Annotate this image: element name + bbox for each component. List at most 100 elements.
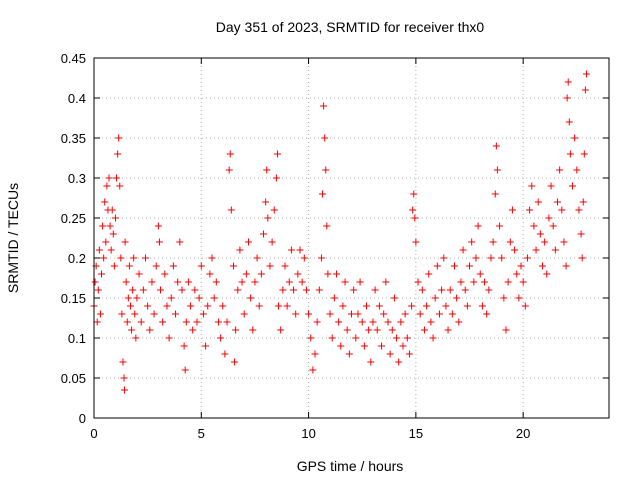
data-point <box>184 278 192 286</box>
data-point <box>236 246 244 254</box>
data-point <box>157 286 165 294</box>
data-point <box>560 238 568 246</box>
chart-title: Day 351 of 2023, SRMTID for receiver thx… <box>216 19 485 35</box>
data-point <box>298 278 306 286</box>
data-point <box>564 78 572 86</box>
data-point <box>108 206 116 214</box>
data-point <box>411 214 419 222</box>
data-point <box>442 302 450 310</box>
data-point <box>380 310 388 318</box>
y-tick-label: 0.1 <box>68 331 86 346</box>
data-point <box>227 206 235 214</box>
data-point <box>461 286 469 294</box>
data-point <box>106 222 114 230</box>
data-point <box>155 238 163 246</box>
data-point <box>99 222 107 230</box>
data-point <box>459 246 467 254</box>
data-point <box>225 166 233 174</box>
data-point <box>133 294 141 302</box>
data-point <box>98 270 106 278</box>
data-point <box>199 310 207 318</box>
y-tick-label: 0.4 <box>68 91 86 106</box>
data-point <box>558 206 566 214</box>
data-point <box>130 254 138 262</box>
data-point <box>378 342 386 350</box>
data-point <box>263 166 271 174</box>
data-point <box>500 294 508 302</box>
y-tick-label: 0.2 <box>68 251 86 266</box>
data-point <box>124 294 132 302</box>
data-point <box>478 302 486 310</box>
data-point <box>109 230 117 238</box>
data-point <box>311 350 319 358</box>
y-tick-label: 0.05 <box>61 371 86 386</box>
data-point <box>255 302 263 310</box>
data-point <box>581 86 589 94</box>
data-point <box>409 206 417 214</box>
data-point <box>195 294 203 302</box>
data-point <box>332 270 340 278</box>
data-point <box>181 366 189 374</box>
data-point <box>174 278 182 286</box>
data-point <box>354 310 362 318</box>
data-point <box>234 286 242 294</box>
data-point <box>448 310 456 318</box>
data-point <box>187 302 195 310</box>
data-point <box>223 318 231 326</box>
x-tick-label: 20 <box>516 426 530 441</box>
data-point <box>144 302 152 310</box>
data-point <box>345 350 353 358</box>
data-point <box>485 286 493 294</box>
data-point <box>197 262 205 270</box>
data-point <box>94 286 102 294</box>
data-point <box>142 254 149 262</box>
data-point <box>573 166 581 174</box>
data-point <box>405 350 413 358</box>
data-point <box>444 326 452 334</box>
data-point <box>457 278 465 286</box>
data-point <box>129 286 137 294</box>
data-point <box>565 118 573 126</box>
data-point <box>523 254 531 262</box>
data-point <box>320 102 328 110</box>
data-point <box>102 238 110 246</box>
x-tick-label: 5 <box>198 426 205 441</box>
data-point <box>260 230 268 238</box>
data-point <box>369 318 377 326</box>
data-point <box>122 278 130 286</box>
data-point <box>132 334 140 342</box>
plot-frame <box>93 57 610 419</box>
data-point <box>315 286 323 294</box>
data-point <box>182 318 190 326</box>
data-point <box>193 318 201 326</box>
data-point <box>474 222 482 230</box>
data-point <box>242 270 250 278</box>
data-point <box>330 294 338 302</box>
data-point <box>395 358 403 366</box>
data-point <box>296 246 304 254</box>
data-point <box>427 318 435 326</box>
data-point <box>429 334 437 342</box>
data-point <box>541 238 549 246</box>
data-point <box>519 278 527 286</box>
data-point <box>390 294 398 302</box>
data-point <box>408 302 416 310</box>
data-point <box>210 294 218 302</box>
data-point <box>528 182 536 190</box>
x-tick-label: 10 <box>301 426 315 441</box>
data-point <box>159 318 167 326</box>
y-tick-label: 0 <box>79 411 86 426</box>
data-point <box>178 286 186 294</box>
data-point <box>547 182 555 190</box>
y-axis-title: SRMTID / TECUs <box>5 183 21 293</box>
data-point <box>277 326 285 334</box>
data-point <box>388 326 396 334</box>
data-point <box>113 174 121 182</box>
data-point <box>323 222 331 230</box>
data-point <box>268 238 276 246</box>
data-point <box>491 190 499 198</box>
data-point <box>214 318 222 326</box>
data-point <box>352 334 360 342</box>
data-point <box>508 206 516 214</box>
data-point <box>279 286 287 294</box>
